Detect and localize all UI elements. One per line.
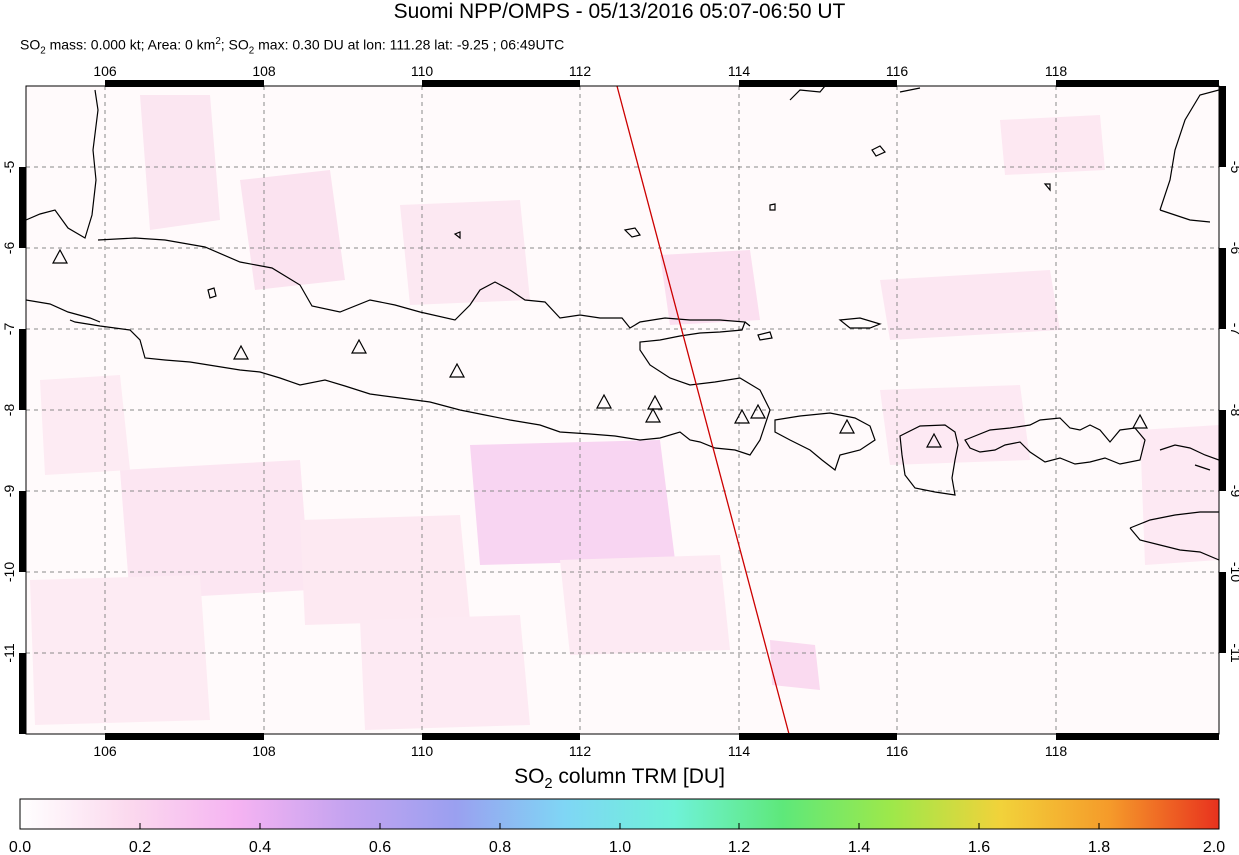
lon-tick-label: 114 [728,743,751,759]
colorbar-tick-label: 1.0 [609,839,631,855]
sumbawa-coast [964,417,1146,465]
colorbar-tick-label: 0.4 [249,839,271,855]
lombok-coast [899,424,959,496]
lon-tick-label: 116 [886,743,909,759]
lon-tick-label: 114 [728,63,751,79]
so2-pixels [30,95,1219,730]
islet-2 [453,231,461,240]
volcano-triangle-icon [232,344,250,360]
lon-tick-label: 118 [1045,743,1068,759]
graticule [26,86,1219,734]
islet-3 [769,203,776,211]
map-panel: 106 108 110 112 114 116 118 106 108 110 … [1,63,1239,759]
lat-tick-label: -9 [1,485,17,498]
kalimantan-coast [789,86,1219,223]
so2-summary: SO2 mass: 0.000 kt; Area: 0 km2; SO2 max… [20,36,565,57]
colorbar: 0.0 0.2 0.4 0.6 0.8 1.0 1.2 1.4 1.6 1.8 … [9,798,1225,855]
flores-west [1159,444,1219,471]
lat-tick-label: -6 [1228,242,1239,255]
islet-6 [757,331,773,341]
lat-tick-label: -8 [1,404,17,417]
volcano-triangle-icon [838,418,856,434]
lat-labels-left: -5 -6 -7 -8 -9 -10 -11 [1,161,17,663]
colorbar-tick-label: 1.2 [728,839,750,855]
volcano-markers [51,248,1149,448]
coastlines [26,86,1219,561]
lon-tick-label: 106 [93,743,117,759]
volcano-triangle-icon [749,403,767,419]
lon-tick-label: 118 [1045,63,1068,79]
lat-tick-label: -8 [1228,404,1239,417]
volcano-triangle-icon [733,408,751,424]
lat-tick-label: -5 [1,161,17,174]
colorbar-tick-label: 0.6 [369,839,391,855]
lat-tick-label: -7 [1228,323,1239,336]
colorbar-tick-label: 0.8 [489,839,511,855]
colorbar-tick-label: 0.0 [9,839,31,855]
islet-1 [207,287,217,299]
lat-tick-label: -10 [1228,562,1239,582]
lon-tick-label: 110 [411,63,434,79]
islet-5 [1043,183,1051,192]
islet-4 [871,145,886,157]
sumatra-coast [26,89,101,323]
volcano-triangle-icon [51,248,69,264]
lon-tick-label: 110 [411,743,434,759]
madura-coast [744,321,751,327]
lon-tick-label: 112 [569,63,592,79]
lat-tick-label: -7 [1,323,17,336]
colorbar-tick-label: 1.4 [848,839,870,855]
lon-tick-label: 108 [252,743,276,759]
lat-tick-label: -11 [1228,643,1239,662]
bali-coast [774,412,876,471]
java-coast [69,237,771,456]
volcano-triangle-icon [1131,413,1149,429]
karimunjawa [623,227,642,238]
colorbar-labels: 0.0 0.2 0.4 0.6 0.8 1.0 1.2 1.4 1.6 1.8 … [9,839,1225,855]
map-title: Suomi NPP/OMPS - 05/13/2016 05:07-06:50 … [393,0,846,23]
lon-tick-label: 106 [93,63,117,79]
lat-tick-label: -5 [1228,161,1239,174]
colorbar-tick-label: 2.0 [1203,839,1225,855]
lon-tick-label: 116 [886,63,909,79]
lat-tick-label: -6 [1,242,17,255]
lat-tick-label: -10 [1,562,17,582]
sumba-coast [1129,511,1219,561]
orbit-track-line [616,85,790,735]
lat-labels-right: -5 -6 -7 -8 -9 -10 -11 [1228,161,1239,663]
lon-tick-label: 108 [252,63,276,79]
volcano-triangle-icon [646,394,664,410]
volcano-triangle-icon [925,432,943,448]
lon-labels-bottom: 106 108 110 112 114 116 118 [93,743,1067,759]
frame-bands [19,80,1226,740]
volcano-triangle-icon [595,393,613,409]
lon-tick-label: 112 [569,743,592,759]
volcano-triangle-icon [644,407,662,423]
lat-tick-label: -9 [1228,485,1239,498]
colorbar-ticks [139,823,1100,829]
volcano-triangle-icon [448,362,466,378]
lat-tick-label: -11 [1,643,17,662]
colorbar-tick-label: 0.2 [129,839,151,855]
lon-labels-top: 106 108 110 112 114 116 118 [93,63,1067,79]
colorbar-tick-label: 1.6 [968,839,990,855]
colorbar-tick-label: 1.8 [1088,839,1110,855]
kangean-islands [838,317,882,329]
colorbar-title: SO2 column TRM [DU] [514,765,725,793]
volcano-triangle-icon [350,338,368,354]
